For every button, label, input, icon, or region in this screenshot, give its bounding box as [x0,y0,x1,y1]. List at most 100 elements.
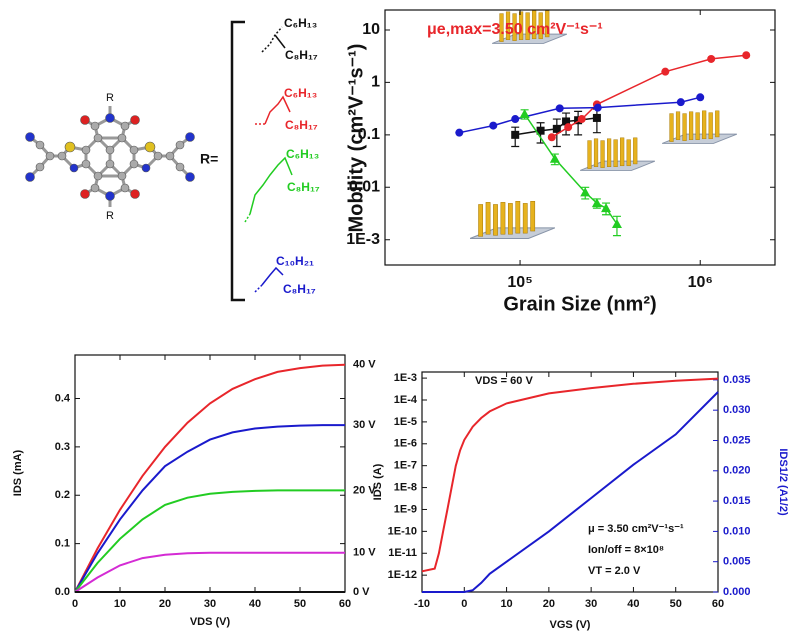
marker [592,113,601,122]
plot-frame [74,354,346,593]
x-tick-label: 10 [500,598,512,610]
y2-axis-label: IDS1/2 (A1/2) [777,448,789,516]
x-tick-label: 60 [712,598,724,610]
marker [601,203,612,213]
y-tick-label: 1E-3 [394,372,417,384]
chain-label: C₆H₁₃ [286,147,319,161]
chain-label: C₈H₁₇ [285,118,318,132]
series-line [421,377,719,573]
y2-tick-label: 0.000 [723,586,751,598]
molecule: R R [25,92,195,222]
chain: C₁₀H₂₁ C₈H₁₇ [254,254,316,296]
chain: C₆H₁₃ C₈H₁₇ [261,16,318,62]
marker [591,198,602,208]
x-tick-label: 0 [72,598,78,610]
y2-tick-label: 0.030 [723,404,751,416]
y-tick-label: 0.1 [55,538,70,550]
annotation: μ = 3.50 cm²V⁻¹s⁻¹ [588,523,684,535]
y2-tick-label: 0.035 [723,374,751,386]
chain: C₆H₁₃ C₈H₁₇ [244,147,320,223]
x-tick-label: 10⁵ [507,274,532,291]
x-tick-label: 30 [585,598,597,610]
y-tick-label: 1E-6 [394,438,417,450]
x-tick-label: 40 [627,598,639,610]
plot-frame [421,371,719,593]
x-axis-label: VGS (V) [550,619,591,631]
x-tick-label: 50 [294,598,306,610]
chain-label: C₈H₁₇ [287,180,320,194]
y-tick-label: 0.01 [349,179,380,196]
y2-tick-label: 0.005 [723,556,751,568]
marker [555,104,564,113]
annotation: VDS = 60 V [475,375,533,387]
film-illustrations [470,10,737,240]
marker [552,124,561,133]
y-axis-label: IDS (mA) [12,449,24,496]
y-tick-label: 10 [362,21,380,38]
side-chains: R= C₆H₁₃ C₈H₁₇ C₆H₁₃ C₈H₁₇ C₆H₁₃ C₈H₁₇ C… [200,16,320,302]
chain-label: C₆H₁₃ [284,16,317,30]
x-tick-label: 60 [339,598,351,610]
y-axis-label: IDS (A) [372,463,384,500]
y2-tick-label: 0.025 [723,434,751,446]
x-tick-label: 30 [204,598,216,610]
marker [676,98,685,107]
x-tick-label: 50 [670,598,682,610]
series-label: 20 V [353,484,376,496]
y-tick-label: 1E-10 [388,525,417,537]
marker [707,54,716,63]
marker [564,123,573,132]
series-label: 40 V [353,359,376,371]
y-tick-label: 0.2 [55,489,70,501]
marker [696,93,705,102]
y-tick-label: 0.4 [55,392,71,404]
chain-label: C₁₀H₂₁ [276,254,314,268]
marker [549,153,560,163]
y-tick-label: 1E-9 [394,503,417,515]
marker [511,130,520,139]
x-tick-label: 0 [461,598,467,610]
x-tick-label: 20 [159,598,171,610]
x-tick-label: -10 [414,598,430,610]
series-label: 30 V [353,419,376,431]
series-line [74,551,345,593]
marker [580,187,591,197]
series-line [74,489,345,593]
y-tick-label: 0.1 [358,126,380,143]
annotation: μe,max=3.50 cm²V⁻¹s⁻¹ [427,21,603,38]
x-tick-label: 10⁶ [688,274,713,291]
substituent-label: R [106,92,114,104]
marker [519,108,530,118]
marker [577,115,586,124]
chain-label: C₈H₁₇ [283,282,316,296]
chain-label: C₈H₁₇ [285,48,318,62]
series-line [74,424,345,593]
marker [742,51,751,60]
x-tick-label: 40 [249,598,261,610]
marker [593,103,602,112]
marker [661,67,670,76]
series-label: 10 V [353,547,376,559]
y2-tick-label: 0.010 [723,525,751,537]
y2-tick-label: 0.015 [723,495,751,507]
y-tick-label: 1E-4 [394,394,418,406]
x-axis-label: VDS (V) [190,616,231,628]
y-tick-label: 1E-3 [346,231,380,248]
series-line [422,391,719,593]
series-line [74,363,346,593]
y-tick-label: 1E-8 [394,481,417,493]
y-tick-label: 1E-11 [388,547,417,559]
x-tick-label: 20 [543,598,555,610]
y2-tick-label: 0.020 [723,465,751,477]
y-tick-label: 0.0 [55,586,70,598]
y-tick-label: 1E-12 [388,569,417,581]
annotation: VT = 2.0 V [588,565,641,577]
plot-frame [384,9,776,266]
r-label: R= [200,151,218,167]
marker [455,128,464,137]
chain: C₆H₁₃ C₈H₁₇ [255,86,318,132]
chain-label: C₆H₁₃ [284,86,317,100]
series-label: 0 V [353,586,370,598]
marker [511,115,520,124]
